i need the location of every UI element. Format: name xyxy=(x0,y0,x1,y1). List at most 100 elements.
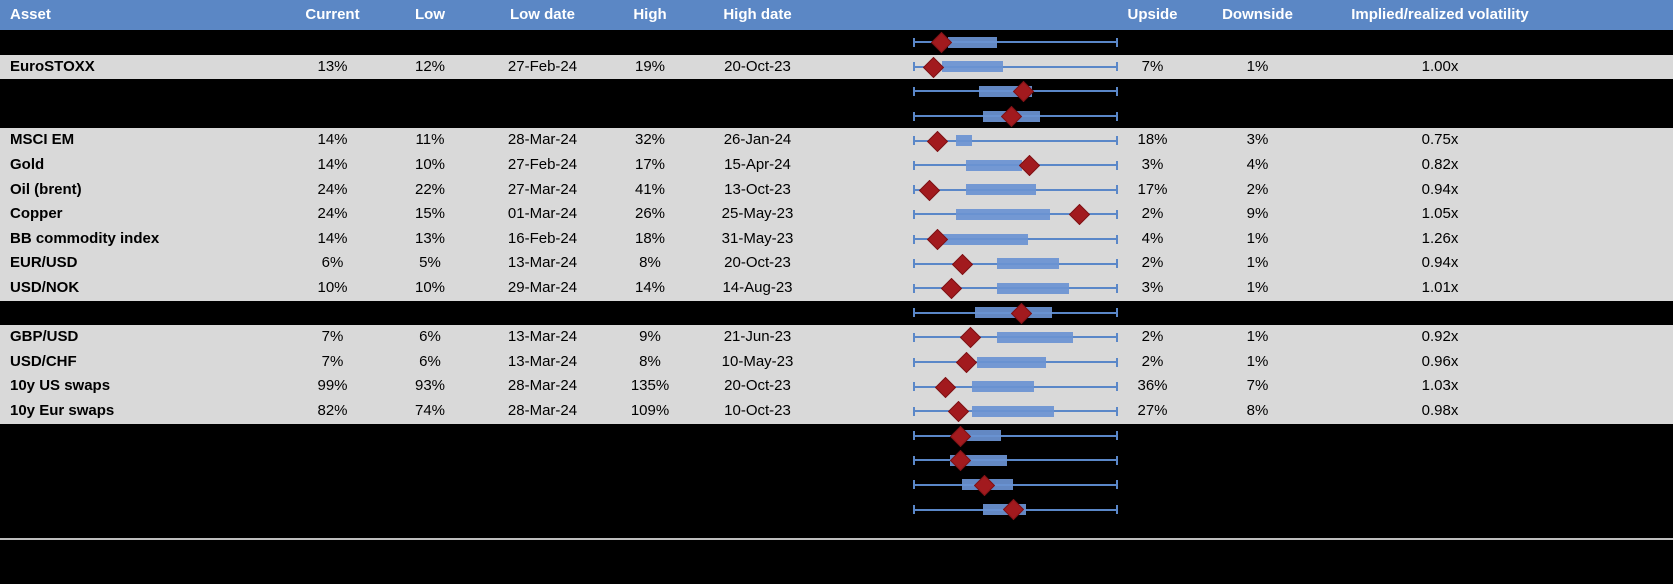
low-cell xyxy=(385,301,475,326)
range-boxplot xyxy=(825,178,1118,203)
whisker-cap-high xyxy=(1116,382,1118,392)
low-cell xyxy=(385,79,475,104)
current-cell xyxy=(280,301,385,326)
whisker-cap-high xyxy=(1116,160,1118,170)
table-row-hidden xyxy=(0,497,1673,522)
low-date-cell xyxy=(475,30,610,55)
downside-cell xyxy=(1195,79,1320,104)
high-cell xyxy=(610,473,690,498)
implied-realized-cell xyxy=(1320,448,1560,473)
table-row: 10y US swaps 99% 93% 28-Mar-24 135% 20-Oct-23… xyxy=(0,374,1673,399)
downside-cell xyxy=(1195,424,1320,449)
high-cell: 135% xyxy=(630,377,670,395)
downside-cell: 2% xyxy=(1246,180,1269,198)
low-cell: 6% xyxy=(419,352,441,370)
whisker-cap-high xyxy=(1116,259,1118,269)
asset-cell xyxy=(0,473,280,498)
asset-cell: BB commodity index xyxy=(10,229,160,247)
whisker-cap-low xyxy=(913,111,915,121)
implied-realized-cell: 0.94x xyxy=(1421,180,1459,198)
range-boxplot xyxy=(825,128,1118,153)
range-boxplot xyxy=(825,424,1118,449)
upside-cell: 3% xyxy=(1141,278,1164,296)
current-marker-diamond xyxy=(1013,81,1035,103)
current-marker-diamond xyxy=(949,450,971,472)
range-boxplot xyxy=(825,153,1118,178)
whisker-cap-low xyxy=(913,480,915,490)
implied-realized-cell xyxy=(1320,424,1560,449)
upside-cell xyxy=(1110,497,1195,522)
current-cell xyxy=(280,30,385,55)
range-box xyxy=(949,454,1008,466)
whisker-cap-high xyxy=(1116,480,1118,490)
whisker-cap-low xyxy=(913,160,915,170)
current-marker-diamond xyxy=(1068,204,1090,226)
implied-realized-cell: 1.05x xyxy=(1421,205,1459,223)
downside-cell xyxy=(1195,301,1320,326)
high-date-cell xyxy=(690,104,825,129)
header-row: Asset Current Low Low date High High dat… xyxy=(0,0,1673,30)
asset-cell: MSCI EM xyxy=(10,131,75,149)
implied-realized-cell: 0.94x xyxy=(1421,254,1459,272)
table-row: MSCI EM 14% 11% 28-Mar-24 32% 26-Jan-24 18% 3% 0… xyxy=(0,128,1673,153)
implied-realized-cell xyxy=(1320,473,1560,498)
range-box xyxy=(941,233,1028,245)
whisker-cap-low xyxy=(913,37,915,47)
current-cell xyxy=(280,473,385,498)
asset-cell xyxy=(0,424,280,449)
row-filler xyxy=(1560,424,1673,449)
high-date-cell: 10-May-23 xyxy=(721,352,794,370)
current-marker-diamond xyxy=(947,400,969,423)
range-box xyxy=(972,405,1055,417)
high-date-cell: 26-Jan-24 xyxy=(723,131,792,149)
implied-realized-cell: 1.03x xyxy=(1421,377,1459,395)
whisker-cap-low xyxy=(913,86,915,96)
row-filler xyxy=(1560,497,1673,522)
range-boxplot xyxy=(825,473,1118,498)
current-marker-diamond xyxy=(949,425,971,447)
low-date-cell xyxy=(475,497,610,522)
low-date-cell xyxy=(475,448,610,473)
high-cell: 18% xyxy=(634,229,666,247)
col-header-low: Low xyxy=(415,6,445,23)
asset-cell: Oil (brent) xyxy=(10,180,82,198)
high-date-cell: 31-May-23 xyxy=(721,229,794,247)
range-box xyxy=(966,184,1036,196)
current-cell xyxy=(280,424,385,449)
downside-cell: 1% xyxy=(1246,352,1269,370)
range-boxplot xyxy=(825,350,1118,375)
current-marker-diamond xyxy=(922,56,945,78)
asset-cell: USD/CHF xyxy=(10,352,77,370)
range-boxplot xyxy=(825,227,1118,252)
row-filler xyxy=(1560,325,1673,350)
row-filler xyxy=(1560,399,1673,424)
range-boxplot xyxy=(825,251,1118,276)
implied-realized-cell xyxy=(1320,79,1560,104)
range-boxplot xyxy=(825,448,1118,473)
downside-cell: 1% xyxy=(1246,57,1269,75)
table-row: USD/NOK 10% 10% 29-Mar-24 14% 14-Aug-23 3% 1% 1.… xyxy=(0,275,1673,301)
whisker-cap-high xyxy=(1116,209,1118,219)
current-marker-diamond xyxy=(931,32,953,54)
whisker-cap-low xyxy=(913,62,915,72)
upside-cell xyxy=(1110,448,1195,473)
table-row-hidden xyxy=(0,79,1673,104)
bottom-black-area xyxy=(0,521,1673,584)
whisker-cap-high xyxy=(1116,111,1118,121)
range-boxplot xyxy=(825,399,1118,424)
high-date-cell xyxy=(690,448,825,473)
whisker-cap-high xyxy=(1116,332,1118,342)
table-row-hidden xyxy=(0,300,1673,326)
whisker-cap-high xyxy=(1116,308,1118,318)
high-date-cell: 21-Jun-23 xyxy=(723,328,792,346)
low-date-cell: 28-Mar-24 xyxy=(507,131,578,149)
asset-cell: EuroSTOXX xyxy=(10,57,95,75)
upside-cell xyxy=(1110,104,1195,129)
asset-cell: 10y Eur swaps xyxy=(10,401,115,419)
implied-realized-cell: 0.96x xyxy=(1421,352,1459,370)
high-cell: 8% xyxy=(639,352,661,370)
high-date-cell: 15-Apr-24 xyxy=(724,155,791,173)
asset-cell: Gold xyxy=(10,155,45,173)
low-date-cell xyxy=(475,473,610,498)
high-cell: 19% xyxy=(634,57,666,75)
